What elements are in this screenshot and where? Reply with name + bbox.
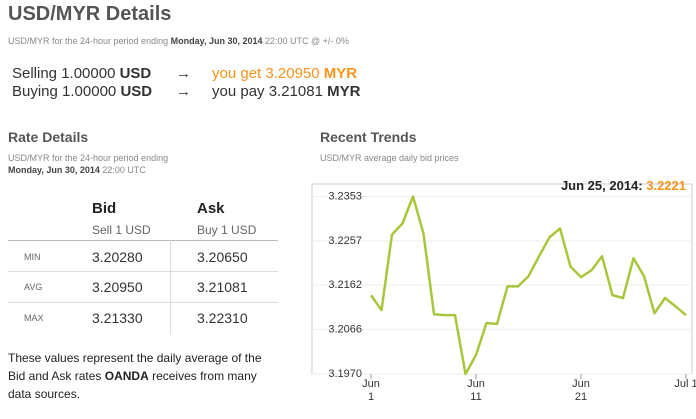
time: 22:00 UTC	[102, 165, 146, 175]
note-date: Monday, Jun 30, 2014 22:00 UTC	[8, 165, 146, 175]
currency: MYR	[323, 65, 358, 82]
subtitle-date: Monday, Jun 30, 2014	[170, 36, 263, 46]
bid: 3.21330	[92, 310, 143, 326]
date: Monday, Jun 30, 2014	[8, 165, 100, 175]
y-tick-label: 3.2257	[328, 235, 362, 247]
y-tick-label: 3.2162	[328, 279, 362, 291]
footer-text: receives from many data sources.	[8, 369, 257, 401]
chart-title: Recent Trends	[320, 129, 417, 145]
subtitle-text: USD/MYR for the 24-hour period ending	[8, 36, 169, 46]
result: you pay 3.21081	[212, 83, 323, 100]
conversion-result: you get 3.20950 MYR	[212, 65, 357, 82]
chart-subtitle: USD/MYR average daily bid prices	[320, 153, 459, 163]
annotation-value: 3.2221	[646, 178, 686, 193]
action: Selling 1.00000	[12, 65, 116, 82]
conversion-sell: Selling 1.00000 USD	[12, 65, 151, 82]
row-label: AVG	[24, 282, 43, 292]
y-tick-label: 3.2066	[328, 323, 362, 335]
ask: 3.20650	[197, 249, 248, 265]
row-rule	[8, 271, 278, 272]
annotation-label: Jun 25, 2014:	[560, 178, 643, 193]
x-tick-label: Jun 11	[467, 378, 485, 403]
header-rule	[8, 240, 278, 241]
arrow: →	[176, 83, 191, 100]
footer-note: These values represent the daily average…	[8, 349, 276, 403]
subtitle: USD/MYR for the 24-hour period ending Mo…	[8, 36, 349, 46]
plot-frame	[311, 183, 693, 375]
note: USD/MYR for the 24-hour period ending	[8, 153, 169, 163]
currency: MYR	[327, 83, 361, 100]
row-label: MAX	[24, 313, 44, 323]
bid: 3.20950	[92, 279, 143, 295]
ask: 3.21081	[197, 279, 248, 295]
column-rule	[170, 240, 171, 334]
column-sub: Buy 1 USD	[197, 223, 257, 237]
column-sub: Sell 1 USD	[92, 223, 151, 237]
subtitle-suffix: 22:00 UTC @ +/- 0%	[265, 36, 349, 46]
annotation: Jun 25, 2014: 3.2221	[561, 178, 686, 193]
x-tick-label: Jul 1	[674, 378, 696, 390]
column-header: Ask	[197, 200, 225, 217]
column-header: Bid	[92, 200, 117, 217]
x-tick-label: Jun 1	[362, 378, 380, 403]
page-title: USD/MYR Details	[8, 3, 172, 25]
footer-text: These values represent the daily average…	[8, 351, 262, 383]
bid: 3.20280	[92, 249, 143, 265]
section-title: Rate Details	[8, 129, 89, 145]
row-label: MIN	[24, 252, 41, 262]
conversion-result: you pay 3.21081 MYR	[212, 83, 360, 100]
price-line	[369, 195, 687, 376]
conversion-buy: Buying 1.00000 USD	[12, 83, 152, 100]
footer-bold: OANDA	[104, 369, 149, 383]
row-rule	[8, 302, 278, 303]
x-tick-label: Jun 21	[572, 378, 590, 403]
y-tick-label: 3.2353	[328, 190, 362, 202]
currency: USD	[119, 65, 152, 82]
ask: 3.22310	[197, 310, 248, 326]
currency: USD	[120, 83, 153, 100]
action: Buying 1.00000	[12, 83, 117, 100]
arrow: →	[176, 65, 191, 82]
y-tick-label: 3.1970	[328, 368, 362, 380]
result: you get 3.20950	[212, 65, 320, 82]
